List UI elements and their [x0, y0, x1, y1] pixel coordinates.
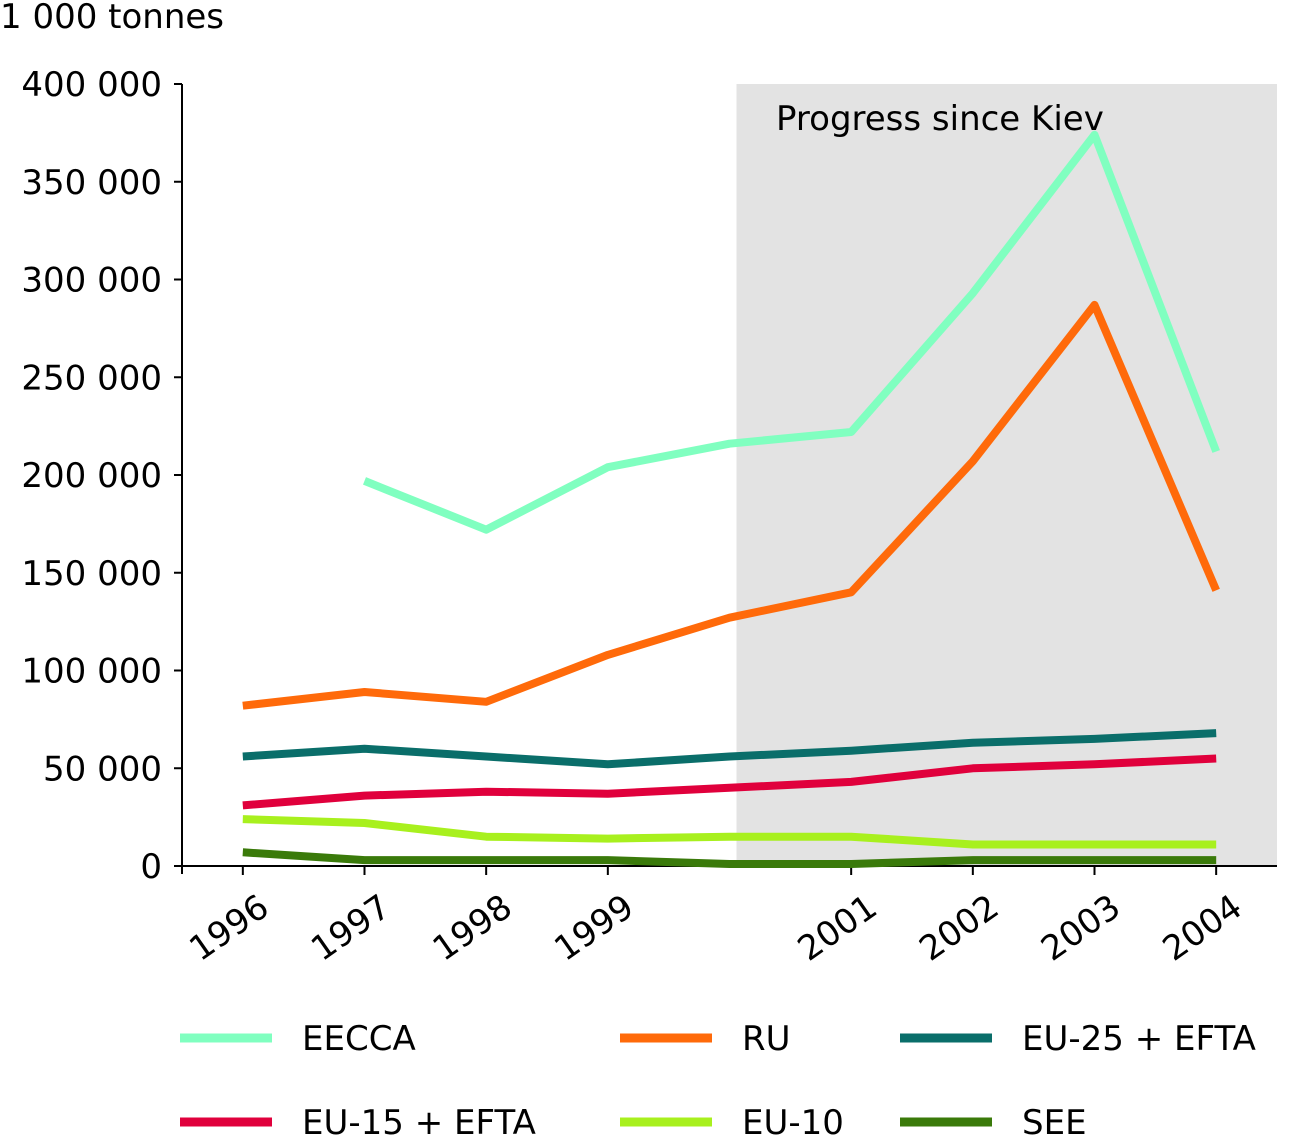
y-tick-label: 400 000	[21, 65, 162, 105]
series-line-eecca	[363, 130, 1220, 534]
y-unit-label: 1 000 tonnes	[0, 0, 224, 37]
legend-item: SEE	[900, 1103, 1087, 1143]
legend-item: EU-15 + EFTA	[180, 1103, 536, 1143]
x-tick-label: 2002	[912, 887, 1006, 969]
x-axis: 1996 1997 1998 1999 2001 2002 2003 2004	[182, 865, 1277, 969]
series-layer	[242, 130, 1220, 868]
legend: EECCA RU EU-25 + EFTA EU-15 + EFTA EU-10 SEE	[180, 1019, 1256, 1143]
x-tick-label: 2004	[1156, 887, 1250, 969]
legend-label: EU-15 + EFTA	[302, 1103, 536, 1138]
series-line-eu-10	[242, 815, 1217, 849]
x-tick-label: 2003	[1034, 887, 1128, 969]
y-tick-label: 50 000	[43, 749, 162, 789]
x-tick-label: 1997	[304, 887, 398, 969]
legend-label: EU-25 + EFTA	[1022, 1019, 1256, 1059]
series-line-eu-25-efta	[242, 729, 1217, 769]
y-tick-label: 300 000	[21, 261, 162, 301]
legend-item: EU-25 + EFTA	[900, 1019, 1256, 1059]
legend-item: RU	[620, 1019, 791, 1059]
legend-label: EU-10	[742, 1103, 844, 1138]
y-tick-label: 250 000	[21, 358, 162, 398]
y-tick-label: 350 000	[21, 163, 162, 203]
y-tick-label: 150 000	[21, 554, 162, 594]
legend-label: EECCA	[302, 1019, 416, 1059]
series-line-ru	[242, 300, 1220, 710]
y-tick-label: 100 000	[21, 652, 162, 692]
y-tick-label: 0	[140, 847, 162, 887]
legend-item: EECCA	[180, 1019, 416, 1059]
legend-item: EU-10	[620, 1103, 844, 1143]
legend-label: RU	[742, 1019, 791, 1059]
legend-label: SEE	[1022, 1103, 1087, 1138]
series-line-see	[242, 848, 1217, 868]
series-line-eu-15-efta	[242, 754, 1217, 810]
y-axis: 0 50 000 100 000 150 000 200 000 250 000 300 0…	[21, 65, 183, 887]
x-tick-label: 1999	[547, 887, 641, 969]
x-tick-label: 1998	[426, 887, 520, 969]
shaded-region-label: Progress since Kiev	[776, 99, 1104, 139]
x-tick-label: 1996	[182, 887, 276, 969]
y-tick-label: 200 000	[21, 456, 162, 496]
x-tick-label: 2001	[791, 887, 885, 969]
